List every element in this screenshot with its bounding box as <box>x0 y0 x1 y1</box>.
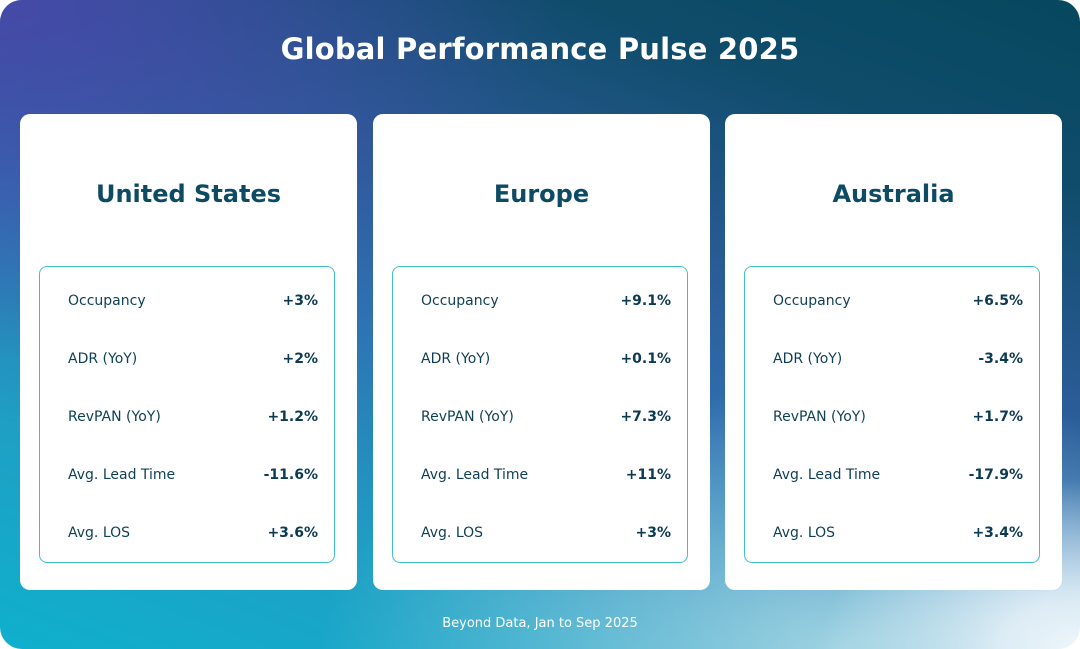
metric-value: +1.2% <box>267 409 318 425</box>
metric-value: +1.7% <box>972 409 1023 425</box>
metric-row-lead-time: Avg. Lead Time +11% <box>421 467 671 487</box>
metric-label: Avg. LOS <box>68 525 131 541</box>
metric-row-lead-time: Avg. Lead Time -17.9% <box>773 467 1023 487</box>
metric-value: +3.4% <box>972 525 1023 541</box>
metric-label: Occupancy <box>421 293 499 309</box>
metric-label: Avg. Lead Time <box>773 467 881 483</box>
metric-label: ADR (YoY) <box>68 351 138 367</box>
metric-row-lead-time: Avg. Lead Time -11.6% <box>68 467 318 487</box>
metrics-box: Occupancy +6.5% ADR (YoY) -3.4% RevPAN (… <box>744 266 1040 563</box>
metric-row-occupancy: Occupancy +9.1% <box>421 293 671 313</box>
page-title: Global Performance Pulse 2025 <box>280 32 800 66</box>
metric-value: +9.1% <box>620 293 671 309</box>
metric-value: +3% <box>635 525 672 541</box>
metric-value: +11% <box>625 467 671 483</box>
metric-label: RevPAN (YoY) <box>68 409 161 425</box>
metric-label: Avg. Lead Time <box>68 467 176 483</box>
metric-label: Occupancy <box>773 293 851 309</box>
metric-row-revpan: RevPAN (YoY) +1.2% <box>68 409 318 429</box>
metric-value: +3.6% <box>267 525 318 541</box>
metric-value: +3% <box>282 293 319 309</box>
source-footer: Beyond Data, Jan to Sep 2025 <box>442 616 638 631</box>
region-card-australia: Australia Occupancy +6.5% ADR (YoY) -3.4… <box>725 114 1062 590</box>
metric-label: ADR (YoY) <box>421 351 491 367</box>
metric-row-adr: ADR (YoY) -3.4% <box>773 351 1023 371</box>
metric-value: -17.9% <box>968 467 1023 483</box>
metric-row-occupancy: Occupancy +3% <box>68 293 318 313</box>
region-card-united-states: United States Occupancy +3% ADR (YoY) +2… <box>20 114 357 590</box>
metric-label: Avg. LOS <box>421 525 484 541</box>
metric-row-los: Avg. LOS +3% <box>421 525 671 545</box>
metric-row-revpan: RevPAN (YoY) +7.3% <box>421 409 671 429</box>
metric-label: Occupancy <box>68 293 146 309</box>
metric-row-los: Avg. LOS +3.4% <box>773 525 1023 545</box>
metric-label: Avg. LOS <box>773 525 836 541</box>
metric-label: Avg. Lead Time <box>421 467 529 483</box>
metric-value: +6.5% <box>972 293 1023 309</box>
metric-label: RevPAN (YoY) <box>421 409 514 425</box>
region-title: Australia <box>832 180 955 208</box>
metric-row-adr: ADR (YoY) +2% <box>68 351 318 371</box>
metric-row-adr: ADR (YoY) +0.1% <box>421 351 671 371</box>
metric-label: RevPAN (YoY) <box>773 409 866 425</box>
metrics-box: Occupancy +3% ADR (YoY) +2% RevPAN (YoY)… <box>39 266 335 563</box>
region-title: Europe <box>493 180 590 208</box>
metric-label: ADR (YoY) <box>773 351 843 367</box>
metric-row-revpan: RevPAN (YoY) +1.7% <box>773 409 1023 429</box>
metric-row-occupancy: Occupancy +6.5% <box>773 293 1023 313</box>
metrics-box: Occupancy +9.1% ADR (YoY) +0.1% RevPAN (… <box>392 266 688 563</box>
metric-value: -3.4% <box>978 351 1023 367</box>
region-card-europe: Europe Occupancy +9.1% ADR (YoY) +0.1% R… <box>373 114 710 590</box>
metric-value: -11.6% <box>263 467 318 483</box>
metric-value: +2% <box>282 351 319 367</box>
metric-value: +0.1% <box>620 351 671 367</box>
metric-row-los: Avg. LOS +3.6% <box>68 525 318 545</box>
metric-value: +7.3% <box>620 409 671 425</box>
region-title: United States <box>95 180 282 208</box>
